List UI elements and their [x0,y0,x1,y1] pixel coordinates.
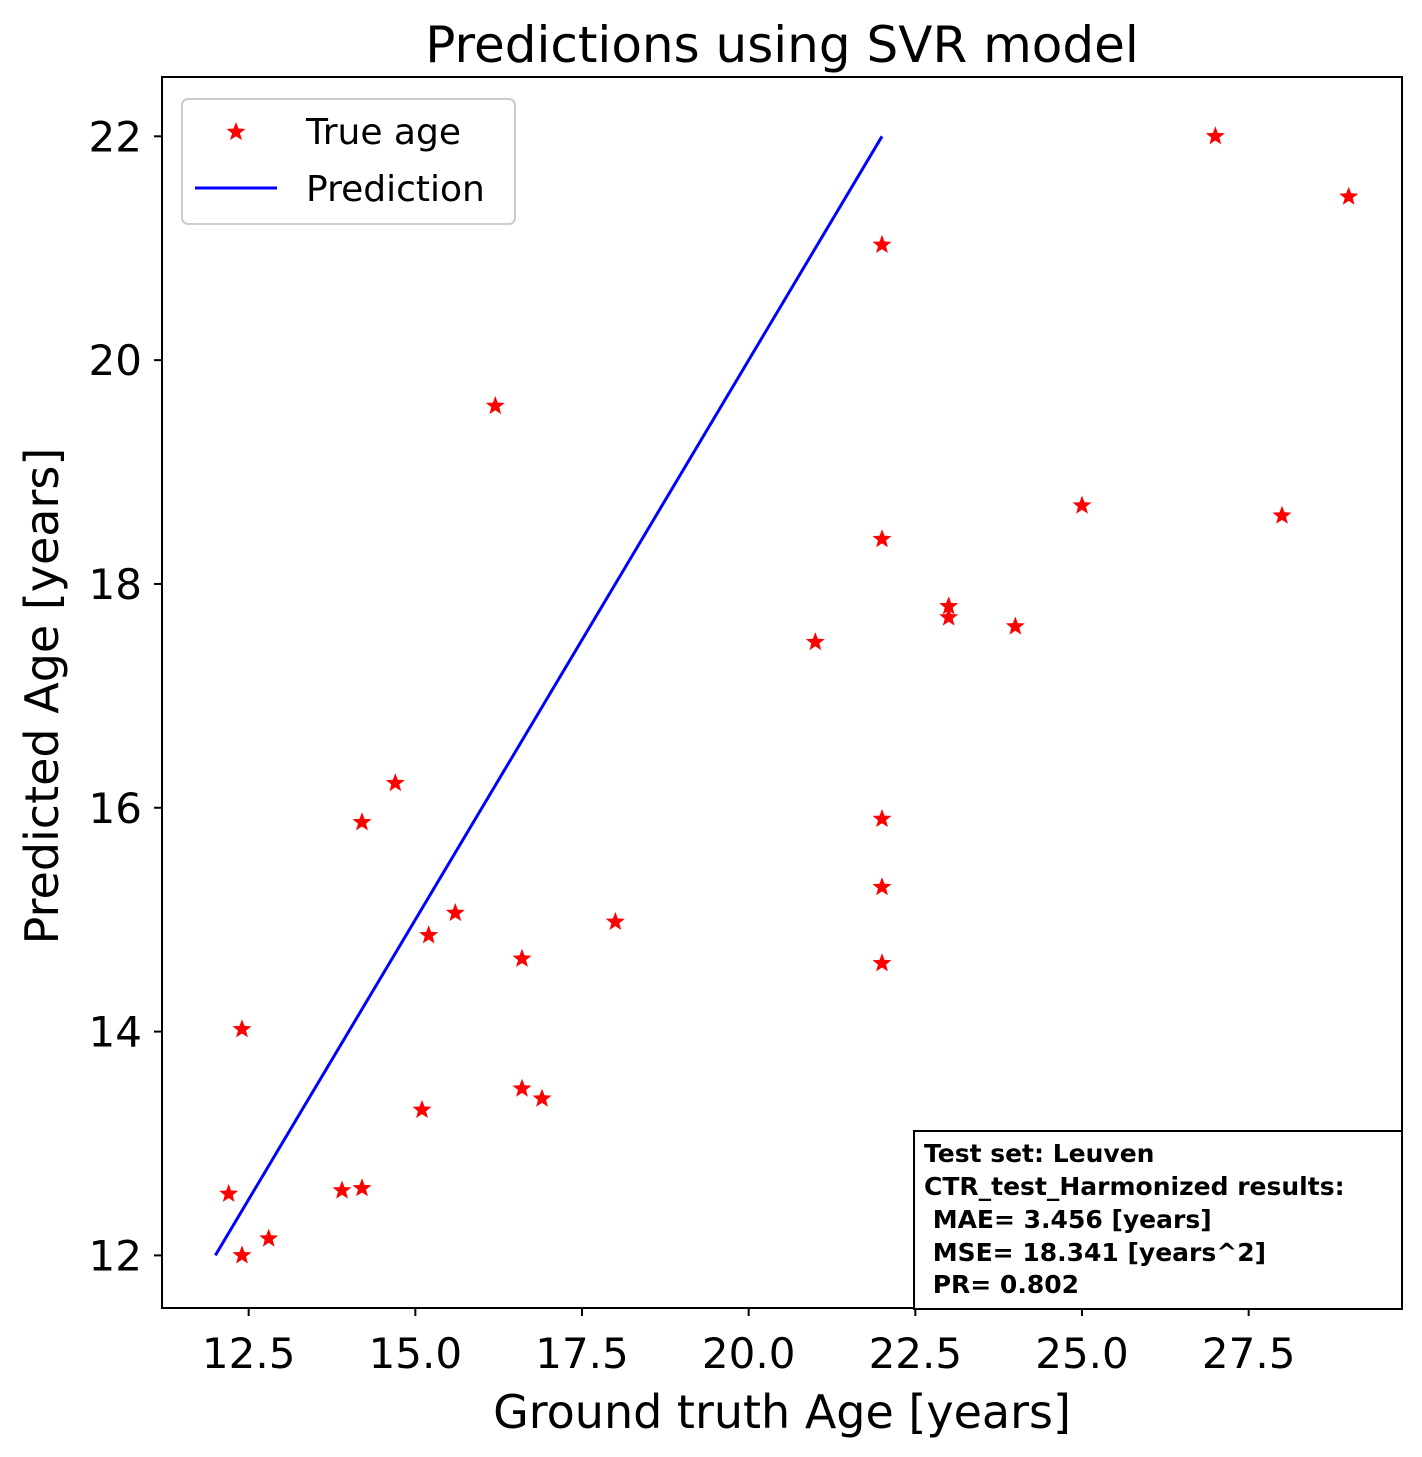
true-age-point [445,903,465,922]
true-age-point [872,529,892,548]
true-age-series [219,126,1359,1264]
y-axis-label: Predicted Age [years] [15,448,69,945]
y-tick-label: 12 [89,1231,142,1280]
true-age-point [872,877,892,896]
true-age-point [232,1245,252,1264]
true-age-point [1072,495,1092,514]
true-age-point [1205,126,1225,145]
true-age-point [219,1183,239,1202]
true-age-point [259,1228,279,1247]
prediction-line [214,135,884,1257]
x-tick-label: 12.5 [202,1329,296,1378]
metrics-box [913,1130,1403,1310]
true-age-point [532,1088,552,1107]
metrics-line-5: PR= 0.802 [924,1270,1079,1299]
metrics-annotation: Test set: Leuven CTR_test_Harmonized res… [913,1130,1403,1310]
x-tick-label: 22.5 [869,1329,963,1378]
metrics-line-2: CTR_test_Harmonized results: [924,1172,1345,1201]
legend-box [181,98,516,225]
y-tick-label: 22 [89,112,142,161]
x-tick-label: 27.5 [1202,1329,1296,1378]
true-age-point [332,1180,352,1199]
y-tick-label: 14 [89,1008,142,1057]
true-age-point [1339,186,1359,205]
y-tick-label: 20 [89,336,142,385]
true-age-point [485,396,505,415]
legend-true-age-marker [226,122,246,141]
true-age-point [512,948,532,967]
true-age-point [352,1178,372,1197]
true-age-point [805,632,825,651]
metrics-line-4: MSE= 18.341 [years^2] [924,1238,1266,1267]
true-age-point [605,911,625,930]
legend-prediction-label: Prediction [306,169,485,210]
legend: True age Prediction [181,98,516,225]
chart-title: Predictions using SVR model [425,16,1139,74]
x-tick-label: 20.0 [702,1329,796,1378]
true-age-point [352,812,372,831]
legend-star-icon [226,122,246,141]
true-age-point [232,1019,252,1038]
metrics-line-3: MAE= 3.456 [years] [924,1205,1212,1234]
true-age-point [939,607,959,626]
true-age-point [872,234,892,253]
x-tick-label: 15.0 [369,1329,463,1378]
x-tick-label: 25.0 [1035,1329,1129,1378]
true-age-point [419,925,439,944]
true-age-point [872,809,892,827]
y-tick-label: 16 [89,784,142,833]
true-age-point [512,1078,532,1097]
y-tick-label: 18 [89,560,142,609]
true-age-point [385,773,405,792]
prediction-series [214,135,884,1257]
x-axis-label: Ground truth Age [years] [493,1385,1071,1439]
true-age-point [872,953,892,972]
metrics-line-1: Test set: Leuven [924,1139,1154,1168]
true-age-point [939,596,959,615]
plot-area [161,76,1403,1309]
true-age-point [1272,505,1292,524]
x-tick-label: 17.5 [535,1329,629,1378]
true-age-point [1005,616,1025,635]
x-axis-ticks: 12.5 15.0 17.5 20.0 22.5 25.0 27.5 [202,1308,1296,1378]
y-axis-ticks: 12 14 16 18 20 22 [89,112,162,1280]
true-age-point [412,1099,432,1118]
legend-true-age-label: True age [305,112,461,153]
